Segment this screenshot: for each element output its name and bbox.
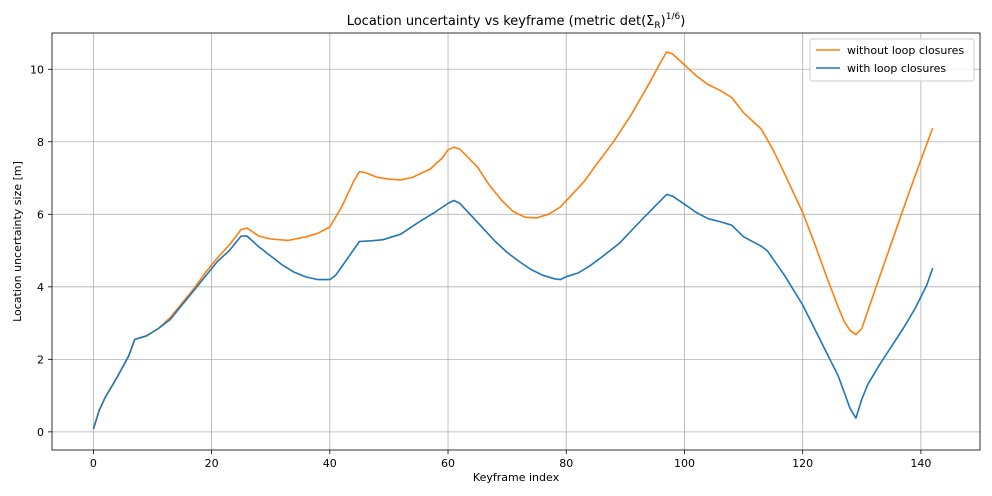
legend-label-with-loop-closures: with loop closures [847,62,946,75]
plot-frame [51,32,981,451]
grid [52,33,980,450]
legend: without loop closures with loop closures [809,38,975,82]
x-tick-label: 80 [559,457,573,470]
y-tick-label: 2 [37,353,44,366]
legend-box [809,38,975,82]
x-tick-label: 40 [323,457,337,470]
chart-title: Location uncertainty vs keyframe (metric… [347,12,686,31]
x-tick-label: 140 [910,457,931,470]
x-tick-label: 120 [792,457,813,470]
y-tick-label: 8 [37,136,44,149]
y-tick-label: 4 [37,281,44,294]
x-tick-label: 0 [90,457,97,470]
series-line-0 [92,51,934,430]
y-tick-label: 10 [30,63,44,76]
y-tick-label: 0 [37,426,44,439]
y-axis-label: Location uncertainty size [m] [11,161,24,322]
y-tick-label: 6 [37,208,44,221]
x-tick-label: 100 [674,457,695,470]
series-line-1 [92,193,934,430]
legend-label-without-loop-closures: without loop closures [847,44,964,57]
x-axis-label: Keyframe index [473,471,560,484]
ticks: 0 20 40 60 80 100 120 140 0 2 4 6 8 10 [30,63,931,470]
x-tick-label: 20 [205,457,219,470]
x-tick-label: 60 [441,457,455,470]
series-layer [92,51,934,430]
